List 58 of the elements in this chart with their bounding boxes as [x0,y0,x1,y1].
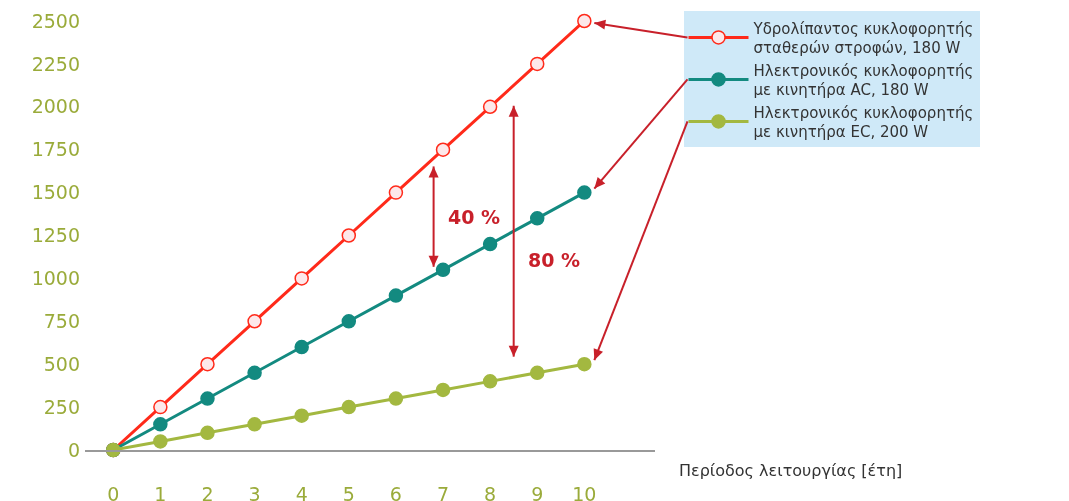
annotation: 40 % [448,206,501,228]
point [529,211,545,226]
x-tick-label: 9 [531,482,544,501]
point [388,185,404,200]
x-tick-label: 2 [201,482,214,501]
point [435,382,451,398]
point [435,262,451,278]
point [577,13,592,29]
point [294,408,309,423]
x-tick-label: 5 [342,482,355,501]
legend-label: Υδρολίπαντος κυκλοφορητής σταθερών στροφών, 180 W [752,19,974,57]
legend-label: Ηλεκτρονικός κυκλοφορητής με κινητήρα EC, 200 W [753,103,974,141]
y-tick-label: 2000 [31,95,80,118]
y-tick-label: 500 [43,352,80,375]
x-tick-label: 4 [295,482,308,501]
y-tick-label: 2500 [31,9,80,32]
point [200,391,215,406]
x-tick-label: 3 [248,482,261,501]
point [294,339,309,355]
point [435,142,451,157]
y-tick-label: 1500 [31,181,80,204]
x-tick-label: 7 [436,482,450,501]
point [482,99,498,115]
y-tick-label: 1000 [31,267,80,290]
point [388,391,404,406]
point [577,185,592,200]
legend-label: Ηλεκτρονικός κυκλοφορητής με κινητήρα AC, 180 W [753,61,974,99]
x-tick-label: 6 [389,482,402,501]
point [200,356,215,372]
y-tick-label: 2250 [31,52,80,75]
point [153,417,168,432]
x-axis-title: Περίοδος λειτουργίας [έτη] [679,461,903,480]
point [577,356,592,372]
y-tick-label: 0 [67,438,80,461]
x-tick-label: 8 [484,482,497,501]
annotation: 80 % [528,249,581,271]
y-tick-label: 250 [43,395,80,418]
x-tick-label: 1 [154,482,167,501]
point [341,399,357,415]
point [482,236,498,252]
point [341,228,357,243]
point [294,271,309,286]
point [200,425,215,441]
y-tick-label: 1250 [31,224,80,247]
point [247,365,262,381]
point [247,417,262,432]
point [482,374,498,389]
point [341,314,357,329]
point [153,434,168,449]
y-tick-label: 1750 [31,138,80,161]
point [529,365,545,381]
x-tick-label: 10 [572,482,597,501]
y-tick-label: 750 [43,309,80,332]
point [153,399,168,415]
x-tick-label: 0 [107,482,120,501]
point [247,314,262,329]
point [529,56,545,72]
point [388,288,404,303]
